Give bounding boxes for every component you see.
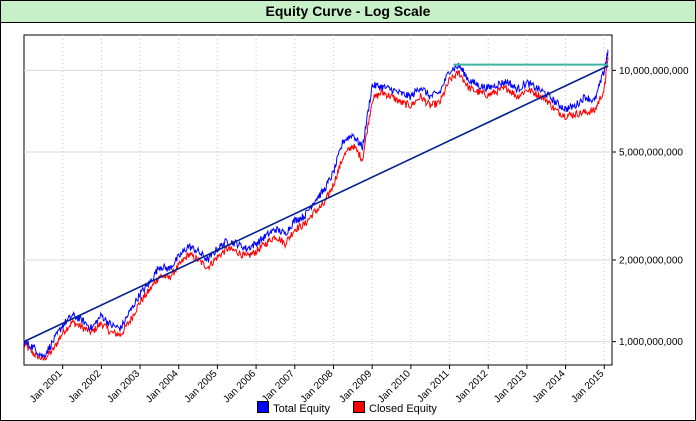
x-tick-label: Jan 2015 bbox=[570, 368, 607, 405]
x-tick-label: Jan 2001 bbox=[28, 368, 65, 405]
series-layer bbox=[23, 49, 609, 362]
x-tick-label: Jan 2004 bbox=[144, 368, 181, 405]
legend-item-closed-equity[interactable]: Closed Equity bbox=[353, 401, 437, 415]
plot-area bbox=[23, 34, 613, 366]
legend-swatch-total-equity bbox=[257, 401, 270, 413]
legend-swatch-closed-equity bbox=[353, 401, 366, 413]
x-tick-label: Jan 2002 bbox=[67, 368, 104, 405]
y-axis: 1,000,000,000 2,000,000,000 5,000,000,000 1… bbox=[612, 66, 689, 348]
legend-item-total-equity[interactable]: Total Equity bbox=[257, 401, 330, 415]
trend-line bbox=[23, 65, 609, 343]
legend-label-closed-equity: Closed Equity bbox=[369, 403, 437, 415]
chart-title: Equity Curve - Log Scale bbox=[1, 1, 695, 23]
legend: Total Equity Closed Equity bbox=[0, 401, 694, 415]
legend-label-total-equity: Total Equity bbox=[273, 403, 330, 415]
closed-equity-line bbox=[23, 56, 609, 362]
x-axis: Jan 2001 Jan 2002 Jan 2003 Jan 2004 Jan 2005… bbox=[28, 365, 607, 405]
y-tick-label: 2,000,000,000 bbox=[619, 255, 683, 266]
total-equity-line bbox=[23, 49, 609, 358]
x-tick-label: Jan 2008 bbox=[299, 368, 336, 405]
x-tick-label: Jan 2012 bbox=[453, 368, 490, 405]
y-tick-label: 1,000,000,000 bbox=[619, 337, 683, 348]
x-tick-label: Jan 2007 bbox=[260, 368, 297, 405]
x-tick-label: Jan 2014 bbox=[531, 368, 568, 405]
x-tick-label: Jan 2003 bbox=[105, 368, 142, 405]
x-tick-label: Jan 2005 bbox=[183, 368, 220, 405]
y-tick-label: 5,000,000,000 bbox=[619, 148, 683, 159]
x-tick-label: Jan 2011 bbox=[415, 368, 452, 405]
grid-layer bbox=[24, 35, 612, 365]
y-tick-label: 10,000,000,000 bbox=[619, 66, 689, 77]
x-tick-label: Jan 2009 bbox=[337, 368, 374, 405]
x-tick-label: Jan 2006 bbox=[221, 368, 258, 405]
x-tick-label: Jan 2010 bbox=[376, 368, 413, 405]
x-tick-label: Jan 2013 bbox=[492, 368, 529, 405]
